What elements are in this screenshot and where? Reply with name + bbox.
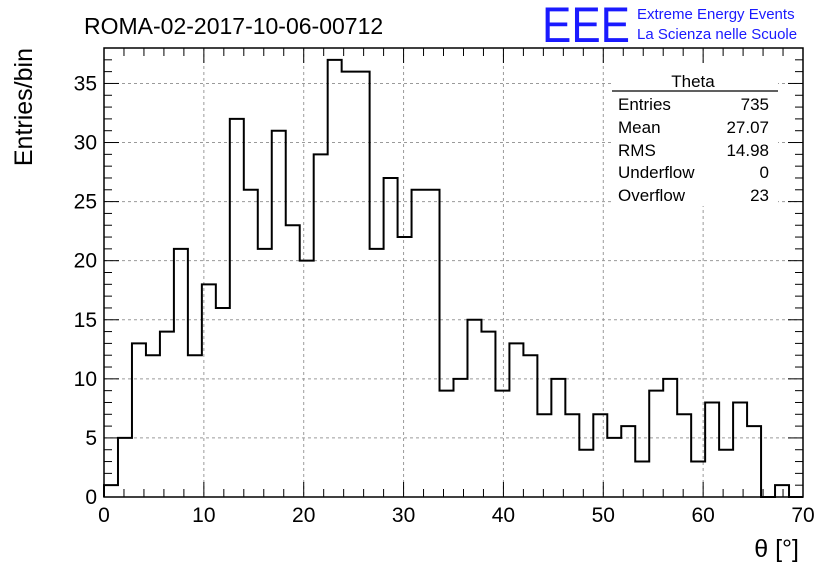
histogram-bin <box>440 391 454 497</box>
histogram-bin <box>495 391 509 497</box>
histogram-bin <box>775 485 789 497</box>
histogram-bin <box>523 355 537 497</box>
histogram-bin <box>174 249 188 497</box>
histogram-bin <box>677 414 691 497</box>
histogram-outline <box>103 58 803 498</box>
histogram-bin <box>160 332 174 497</box>
histogram-bin <box>426 190 440 497</box>
stats-value-overflow: 23 <box>750 186 769 205</box>
stats-label-mean: Mean <box>618 118 661 137</box>
histogram-bin <box>356 72 370 497</box>
y-tick-label: 30 <box>74 132 97 155</box>
stats-label-overflow: Overflow <box>618 186 686 205</box>
x-tick-label: 30 <box>392 504 415 527</box>
eee-logo: EEE Extreme Energy Events La Scienza nel… <box>542 0 797 53</box>
histogram-bin <box>705 402 719 497</box>
histogram-bin <box>607 438 621 497</box>
histogram-bin <box>565 414 579 497</box>
histogram-bin <box>132 343 146 497</box>
histogram-bin <box>244 190 258 497</box>
histogram-bin <box>118 438 132 497</box>
stats-value-entries: 735 <box>741 95 769 114</box>
y-tick-label: 0 <box>85 486 97 509</box>
histogram-bin <box>300 261 314 497</box>
histogram-bin <box>216 308 230 497</box>
y-tick-label: 25 <box>74 191 97 214</box>
histogram-bin <box>146 355 160 497</box>
stats-box-background <box>612 66 778 206</box>
histogram-bin <box>747 426 761 497</box>
logo-caption-line1: Extreme Energy Events <box>637 6 795 23</box>
y-tick-label: 35 <box>74 72 97 95</box>
histogram-bin <box>384 178 398 497</box>
histogram-bin <box>328 60 342 497</box>
histogram-bin <box>649 391 663 497</box>
histogram-bin <box>230 119 244 497</box>
y-tick-label: 5 <box>85 427 97 450</box>
y-tick-label: 20 <box>74 250 97 273</box>
x-tick-label: 10 <box>192 504 215 527</box>
stats-value-mean: 27.07 <box>726 118 769 137</box>
histogram-bin <box>258 249 272 497</box>
histogram-bin <box>719 450 733 497</box>
stats-box: Theta Entries 735 Mean 27.07 RMS 14.98 U… <box>612 66 778 206</box>
tick-labels: 0 10 20 30 40 50 60 70 0 5 10 15 20 25 30 35 <box>74 72 815 527</box>
stats-label-entries: Entries <box>618 95 671 114</box>
histogram-bin <box>370 249 384 497</box>
chart-title: ROMA-02-2017-10-06-00712 <box>84 13 383 39</box>
histogram-bin <box>733 402 747 497</box>
histogram-bin <box>188 355 202 497</box>
histogram-bin <box>286 225 300 497</box>
histogram-bin <box>412 190 426 497</box>
stats-value-rms: 14.98 <box>726 141 769 160</box>
histogram-bin <box>342 72 356 497</box>
histogram-bin <box>621 426 635 497</box>
x-axis-label: θ [°] <box>754 535 799 563</box>
stats-label-underflow: Underflow <box>618 163 695 182</box>
x-tick-label: 20 <box>292 504 315 527</box>
x-tick-label: 70 <box>791 504 814 527</box>
x-tick-label: 0 <box>98 504 110 527</box>
eee-logo-mark: EEE <box>542 0 630 53</box>
histogram-bin <box>551 379 565 497</box>
histogram-bin <box>481 332 495 497</box>
histogram-bin <box>314 154 328 497</box>
histogram-bin <box>537 414 551 497</box>
stats-value-underflow: 0 <box>760 163 769 182</box>
x-tick-label: 60 <box>691 504 714 527</box>
histogram-bin <box>467 320 481 497</box>
logo-caption-line2: La Scienza nelle Scuole <box>637 26 797 43</box>
histogram-bin <box>272 131 286 497</box>
histogram-bin <box>593 414 607 497</box>
histogram-bin <box>104 485 118 497</box>
x-tick-label: 50 <box>592 504 615 527</box>
histogram-bin <box>579 450 593 497</box>
y-axis-label: Entries/bin <box>10 48 38 166</box>
y-tick-label: 10 <box>74 368 97 391</box>
stats-title: Theta <box>671 72 715 91</box>
histogram-bin <box>509 343 523 497</box>
plot-frame <box>103 47 804 498</box>
x-tick-label: 40 <box>492 504 515 527</box>
y-tick-label: 15 <box>74 309 97 332</box>
histogram-bin <box>635 462 649 497</box>
histogram-bin <box>398 237 412 497</box>
stats-label-rms: RMS <box>618 141 656 160</box>
